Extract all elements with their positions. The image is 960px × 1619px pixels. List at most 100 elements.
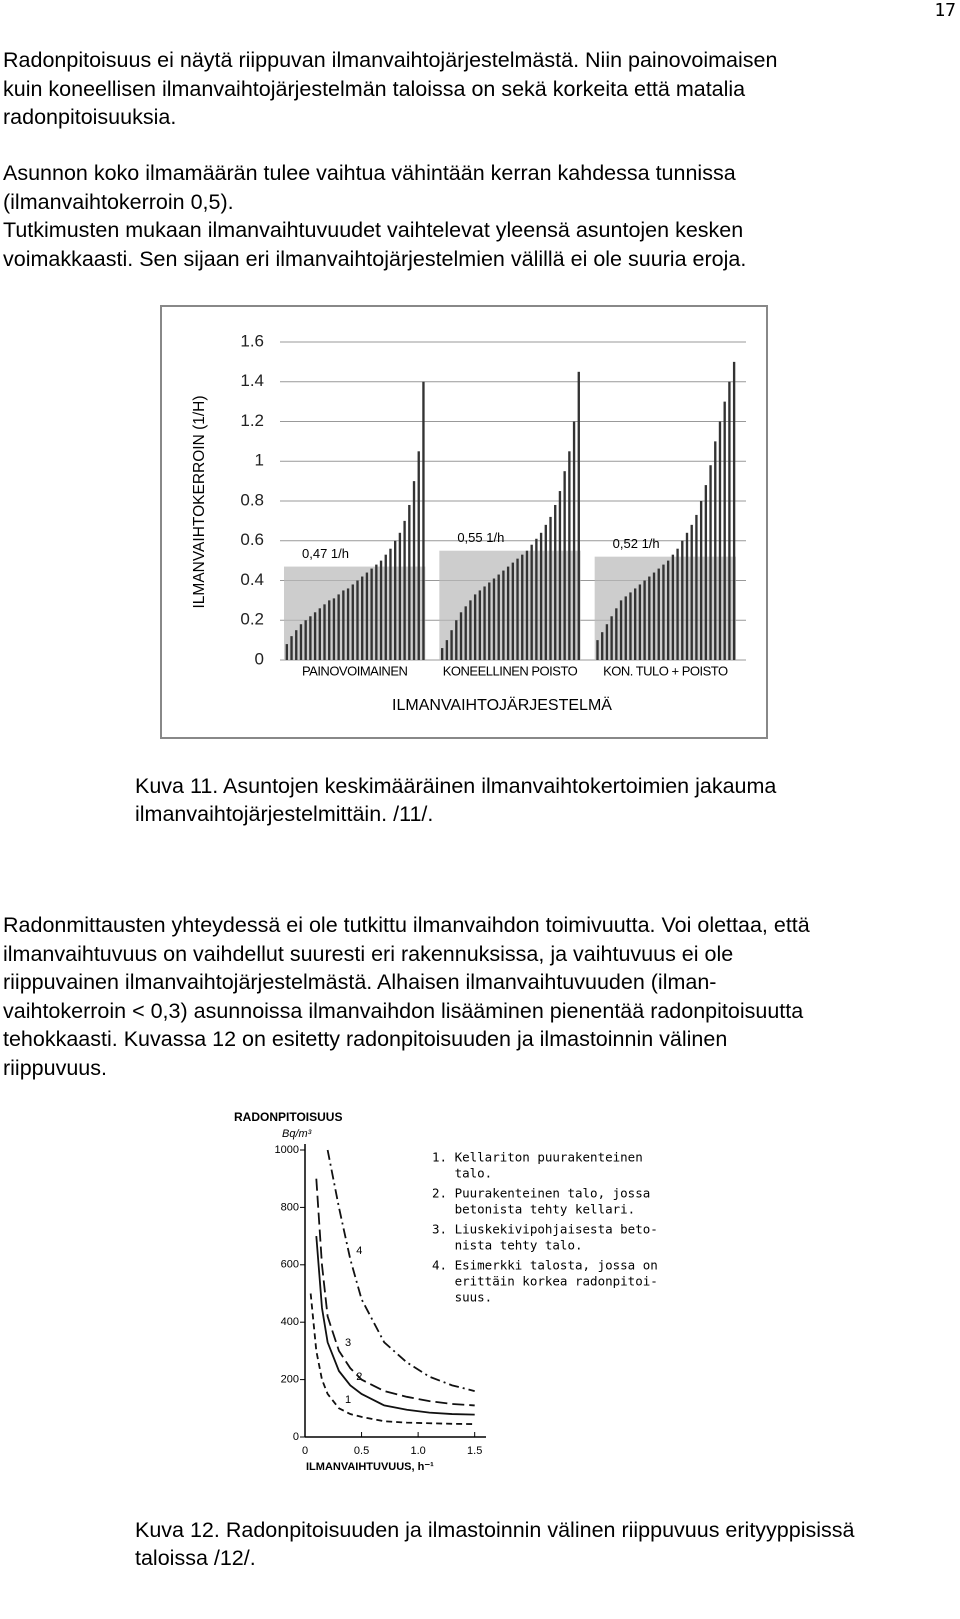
bar [535,538,538,660]
curve [326,1149,475,1392]
bar [666,560,670,660]
bar [671,554,675,660]
text-line: riippuvainen ilmanvaihtojärjestelmästä. … [3,970,717,994]
bar [318,608,321,660]
legend-line: suus. [432,1290,492,1305]
bar [285,644,289,660]
mean-band [594,556,736,660]
bar [709,465,712,660]
page-number: 17 [934,0,956,21]
bar [695,514,698,660]
mean-band [439,550,581,660]
bar [502,570,505,660]
curve [315,1178,475,1407]
x-tick-label: 1.0 [410,1445,425,1457]
bar [346,588,350,660]
y-tick-label: 0 [255,649,264,668]
bar [483,586,486,660]
bar [412,481,416,660]
bar [643,580,646,660]
bar [521,554,524,660]
y-tick-label: 1 [255,451,264,470]
chart-title: RADONPITOISUUS [234,1110,342,1124]
bar [342,590,345,660]
bar [450,630,453,660]
mean-label: 0,52 1/h [613,536,660,551]
text-line: ilmanvaihtojärjestelmittäin. /11/. [135,802,434,826]
text-line: vaihtokerroin < 0,3) asunnoissa ilmanvai… [3,998,804,1023]
bar [732,361,736,660]
bar [459,612,463,660]
bar [634,588,637,660]
mean-label: 0,47 1/h [302,546,349,561]
legend-line: erittäin korkea radonpitoi- [432,1274,658,1289]
bar [408,504,411,660]
y-tick-label: 1.2 [240,411,264,430]
text-line: Radonmittausten yhteydessä ei ole tutkit… [3,913,810,937]
figure-frame [160,305,768,739]
bar [328,600,331,660]
bar [394,540,397,660]
bar [365,572,369,660]
text-line: Kuva 11. Asuntojen keskimääräinen ilmanv… [135,774,777,798]
text-line: taloissa /12/. [135,1546,256,1570]
text-line: riippuvuus. [3,1055,107,1080]
bar [544,524,547,660]
bar [662,564,665,660]
bar [629,592,632,660]
y-tick-label: 200 [281,1374,299,1386]
bar [337,594,340,660]
bar [690,524,693,660]
bar [605,624,609,660]
x-tick-label: 0.5 [354,1445,369,1457]
bar [572,421,576,660]
bar [492,578,496,660]
y-tick-label: 600 [281,1259,299,1271]
bar [530,544,533,660]
bar [652,572,656,660]
bar [596,640,599,660]
y-tick-label: 0.6 [240,530,264,549]
bar [601,632,604,660]
legend-line: 4. Esimerkki talosta, jossa on [432,1258,658,1273]
bar [299,624,303,660]
legend-line: nista tehty talo. [432,1238,583,1253]
bar [516,558,519,660]
bar [469,600,472,660]
mean-label: 0,55 1/h [457,530,504,545]
bar [455,620,458,660]
y-tick-label: 0.8 [240,490,264,509]
bar [525,550,529,660]
bar [657,568,660,660]
bar [648,576,651,660]
x-axis-label: ILMANVAIHTUVUUS, h⁻¹ [306,1461,434,1473]
text-line: ilmanvaihtuvuus on vaihdellut suuresti e… [3,941,734,966]
bar [610,616,613,660]
bar [728,381,731,660]
text-line: Kuva 12. Radonpitoisuuden ja ilmastoinni… [135,1518,855,1542]
text-line: tehokkaasti. Kuvassa 12 on esitetty rado… [3,1027,728,1051]
bar [313,612,317,660]
bar [681,540,684,660]
bar [558,491,562,660]
bar [563,471,566,660]
figure-12: RADONPITOISUUS Bq/m³ 0 200 400 600 800 1000 0 0.5… [234,1110,658,1473]
figure-11: 0 0.2 0.4 0.6 0.8 1 1.2 1.4 1.6 ILMANVAIHTOKERROI… [160,305,768,739]
bar [539,532,543,660]
x-axis-label: ILMANVAIHTOJÄRJESTELMÄ [392,696,612,714]
mean-band [284,566,426,660]
bar [638,584,642,660]
y-tick-label: 0.4 [240,570,264,589]
bar [615,608,618,660]
bar [714,441,717,660]
bar [488,582,491,660]
text-line: radonpitoisuuksia. [3,105,177,129]
y-tick-label: 1000 [275,1144,299,1156]
bar [549,516,552,660]
x-tick-label: 0 [302,1445,308,1457]
text-line: kuin koneellisen ilmanvaihtojärjestelmän… [3,76,746,101]
bar [361,576,364,660]
y-tick-label: 800 [281,1201,299,1213]
bar [704,485,708,660]
